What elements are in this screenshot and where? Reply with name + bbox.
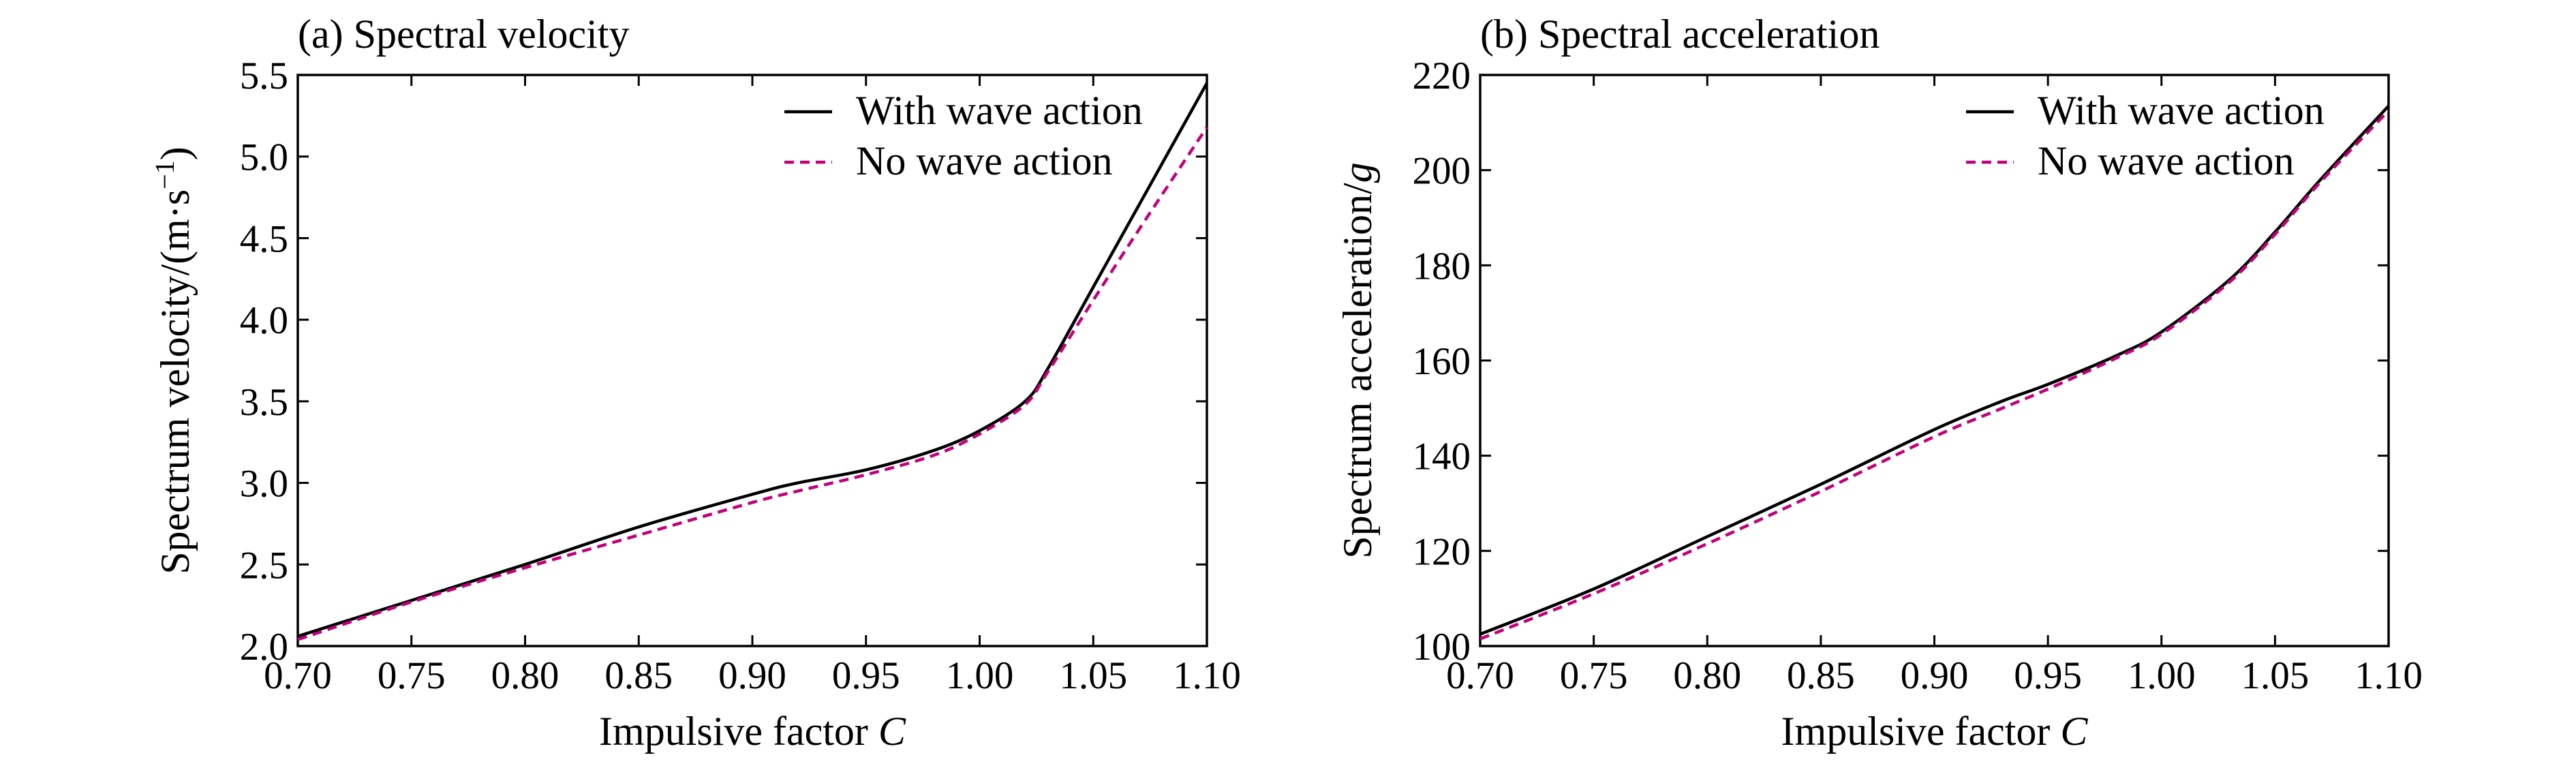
x-tick-label: 1.00 xyxy=(946,654,1014,697)
chart-title: (a) Spectral velocity xyxy=(298,12,629,57)
x-tick-label: 0.70 xyxy=(264,654,332,697)
x-tick-label: 1.05 xyxy=(1059,654,1127,697)
y-tick-label: 3.5 xyxy=(240,381,288,424)
y-tick-label: 160 xyxy=(1413,340,1471,383)
y-tick-label: 140 xyxy=(1413,435,1471,478)
x-tick-label: 1.00 xyxy=(2128,654,2196,697)
x-axis-label: Impulsive factor C xyxy=(1781,709,2089,754)
series-line-no-wave-action xyxy=(1479,109,2390,641)
legend-label: With wave action xyxy=(856,88,1143,133)
legend-label: With wave action xyxy=(2038,88,2325,133)
series-line-with-wave-action xyxy=(1479,104,2390,636)
x-tick-label: 0.85 xyxy=(604,654,673,697)
y-axis-label: Spectrum acceleration/g xyxy=(1335,162,1380,558)
y-tick-label: 180 xyxy=(1413,245,1471,288)
y-tick-label: 120 xyxy=(1413,530,1471,573)
y-axis-label: Spectrum velocity/(m·s−1) xyxy=(149,147,198,574)
y-tick-label: 220 xyxy=(1413,55,1471,97)
x-tick-label: 0.80 xyxy=(491,654,559,697)
y-tick-label: 2.0 xyxy=(240,626,288,669)
x-tick-label: 0.85 xyxy=(1787,654,1855,697)
x-axis-label: Impulsive factor C xyxy=(599,709,906,754)
series-line-no-wave-action xyxy=(297,126,1208,641)
chart-title: (b) Spectral acceleration xyxy=(1480,12,1880,57)
x-tick-label: 1.10 xyxy=(2355,654,2423,697)
chart-panel-a: (a) Spectral velocity 0.70 0.75 0.80 0.85 0.9… xyxy=(149,12,1241,754)
x-tick-label: 1.10 xyxy=(1173,654,1241,697)
y-tick-label: 3.0 xyxy=(240,463,288,506)
x-tick-label: 0.80 xyxy=(1673,654,1741,697)
y-tick-label: 5.0 xyxy=(240,136,288,179)
chart-panel-b: (b) Spectral acceleration 0.70 0.75 0.80 0.8… xyxy=(1335,12,2423,754)
series-line-with-wave-action xyxy=(297,82,1208,638)
x-tick-label: 0.90 xyxy=(718,654,786,697)
x-tick-label: 0.70 xyxy=(1446,654,1514,697)
y-tick-label: 2.5 xyxy=(240,544,288,587)
y-tick-label: 4.5 xyxy=(240,217,288,260)
y-tick-label: 5.5 xyxy=(240,55,288,97)
x-tick-label: 1.05 xyxy=(2241,654,2310,697)
y-tick-label: 200 xyxy=(1413,150,1471,193)
x-tick-label: 0.75 xyxy=(1560,654,1628,697)
legend-label: No wave action xyxy=(856,138,1113,183)
x-tick-label: 0.75 xyxy=(378,654,446,697)
legend: With wave action No wave action xyxy=(1966,88,2325,183)
x-tick-label: 0.95 xyxy=(2014,654,2082,697)
x-tick-label: 0.95 xyxy=(832,654,900,697)
legend: With wave action No wave action xyxy=(784,88,1143,183)
x-tick-label: 0.90 xyxy=(1901,654,1969,697)
y-tick-label: 100 xyxy=(1413,626,1471,669)
y-tick-label: 4.0 xyxy=(240,299,288,342)
legend-label: No wave action xyxy=(2038,138,2295,183)
